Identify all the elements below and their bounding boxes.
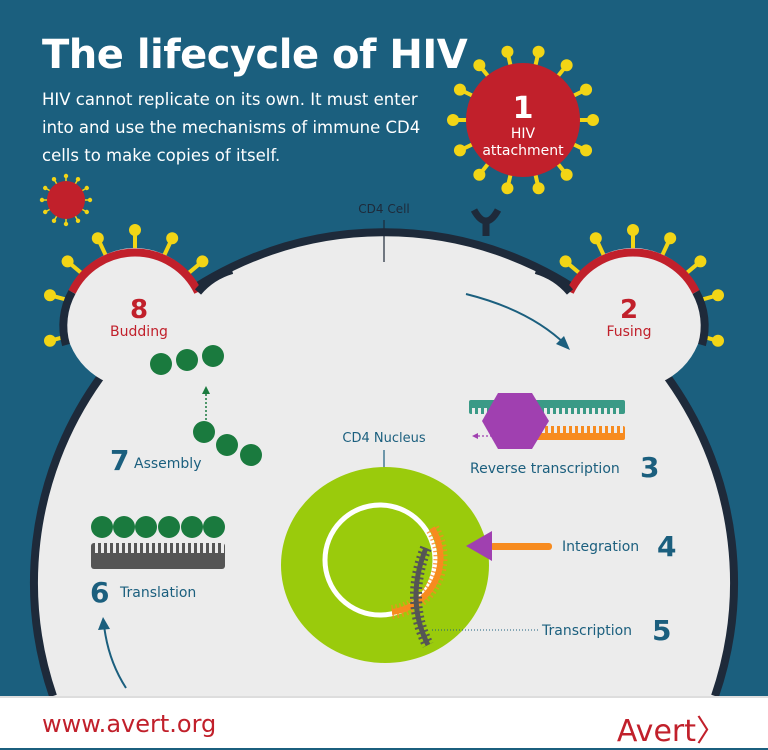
- spike-tip: [87, 197, 93, 203]
- step-5-label: Transcription: [541, 623, 632, 639]
- spike-tip: [129, 224, 141, 236]
- footer: www.avert.org Avert〉: [0, 696, 768, 749]
- spike-tip: [532, 45, 545, 58]
- spike-tip: [43, 289, 56, 302]
- step-2-number: 2: [620, 295, 638, 325]
- step-1-label-2: attachment: [482, 143, 564, 159]
- step-7-number: 7: [110, 444, 129, 477]
- spike-tip: [75, 218, 81, 223]
- budding-bulge: [65, 248, 205, 388]
- spike-tip: [91, 232, 104, 245]
- spike-tip: [447, 114, 459, 126]
- step-7-label: Assembly: [134, 456, 201, 472]
- spike-tip: [627, 224, 639, 236]
- spike-tip: [473, 168, 486, 181]
- spike-tip: [84, 185, 89, 191]
- spike-tip: [63, 173, 69, 179]
- spike-tip: [560, 59, 573, 72]
- spike-tip: [39, 197, 45, 203]
- spike-tip: [589, 232, 602, 245]
- spike-tip: [694, 255, 707, 268]
- intro-text: HIV cannot replicate on its own. It must…: [42, 90, 421, 165]
- integrase: [466, 531, 492, 561]
- spike-tip: [664, 232, 677, 245]
- cd4-nucleus: [281, 467, 489, 663]
- spike-tip: [453, 144, 466, 157]
- spike-tip: [712, 334, 725, 347]
- spike-tip: [559, 255, 572, 268]
- spike-tip: [532, 182, 545, 195]
- translation-proteins: [91, 516, 225, 538]
- spike-tip: [43, 185, 48, 191]
- step-1-label: HIV: [511, 126, 536, 142]
- step-3-number: 3: [640, 451, 659, 484]
- fusing-arrow: [465, 293, 567, 346]
- spike-tip: [84, 209, 89, 215]
- spike-tip: [712, 289, 725, 302]
- spike-tip: [51, 177, 57, 182]
- spike-tip: [501, 45, 514, 58]
- step-8-number: 8: [130, 295, 148, 325]
- budding-membrane: [68, 248, 202, 294]
- spike-tip: [75, 177, 81, 182]
- translation-arrow: [103, 624, 127, 689]
- spike-tip: [473, 59, 486, 72]
- reverse-transcriptase: [482, 393, 549, 449]
- spike-tip: [61, 255, 74, 268]
- spike-tip: [43, 209, 48, 215]
- virus-spikes: [39, 45, 725, 347]
- step-4-number: 4: [657, 530, 676, 563]
- small-virus: [47, 181, 85, 219]
- spike-tip: [501, 182, 514, 195]
- spike-tip: [51, 218, 57, 223]
- avert-logo: Avert〉: [616, 714, 726, 749]
- page-title: The lifecycle of HIV: [42, 32, 468, 78]
- spike-tip: [560, 168, 573, 181]
- step-4-label: Integration: [562, 539, 639, 555]
- step-1-number: 1: [513, 91, 534, 126]
- spike-tip: [587, 114, 599, 126]
- step-6-label: Translation: [119, 585, 196, 601]
- hiv-virus: [466, 63, 580, 177]
- integration-arrow: [490, 543, 552, 550]
- spike-tip: [196, 255, 209, 268]
- spike-tip: [580, 144, 593, 157]
- step-2-label: Fusing: [606, 324, 651, 340]
- spike-tip: [166, 232, 179, 245]
- step-5-number: 5: [652, 614, 671, 647]
- spike-tip: [63, 221, 69, 227]
- spike-tip: [453, 83, 466, 96]
- step-8-label: Budding: [110, 324, 168, 340]
- step-6-number: 6: [90, 576, 109, 609]
- website-link[interactable]: www.avert.org: [42, 710, 217, 738]
- spike-tip: [580, 83, 593, 96]
- nucleus-label: CD4 Nucleus: [342, 431, 425, 446]
- spike-tip: [43, 334, 56, 347]
- fusing-bulge: [563, 248, 703, 388]
- fusing-membrane: [566, 248, 700, 294]
- budding-proteins: [150, 345, 262, 466]
- cell-label: CD4 Cell: [358, 202, 410, 216]
- step-3-label: Reverse transcription: [470, 461, 620, 477]
